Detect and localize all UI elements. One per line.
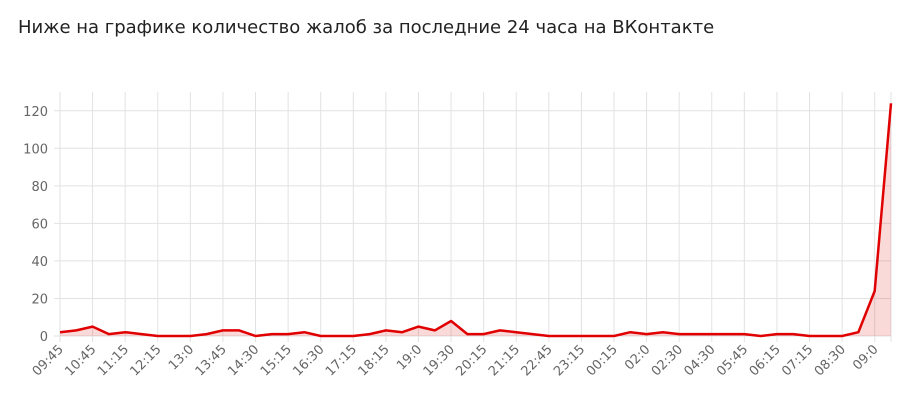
y-tick-label: 80 bbox=[31, 180, 48, 195]
y-tick-label: 20 bbox=[31, 292, 48, 307]
x-tick-label: 23:15 bbox=[551, 342, 588, 379]
x-tick-label: 00:15 bbox=[584, 342, 621, 379]
x-tick-label: 14:30 bbox=[225, 342, 262, 379]
x-tick-label: 19:30 bbox=[421, 342, 458, 379]
x-tick-label: 17:15 bbox=[323, 342, 360, 379]
chart-title: Ниже на графике количество жалоб за посл… bbox=[18, 17, 714, 38]
x-tick-label: 20:15 bbox=[453, 342, 490, 379]
y-tick-label: 60 bbox=[31, 217, 48, 232]
x-tick-label: 12:15 bbox=[127, 342, 164, 379]
x-tick-label: 05:45 bbox=[714, 342, 751, 379]
x-tick-label: 13:45 bbox=[193, 342, 230, 379]
x-tick-label: 11:15 bbox=[95, 342, 132, 379]
x-tick-label: 16:30 bbox=[290, 342, 327, 379]
x-tick-label: 10:45 bbox=[62, 342, 99, 379]
x-tick-label: 18:15 bbox=[356, 342, 393, 379]
x-tick-label: 04:30 bbox=[681, 342, 718, 379]
x-tick-label: 15:15 bbox=[258, 342, 295, 379]
area bbox=[60, 103, 891, 336]
x-tick-label: 09:0 bbox=[850, 342, 881, 373]
x-tick-label: 02:30 bbox=[649, 342, 686, 379]
x-tick-label: 22:45 bbox=[519, 342, 556, 379]
x-tick-label: 06:15 bbox=[747, 342, 784, 379]
x-tick-label: 07:15 bbox=[779, 342, 816, 379]
y-tick-label: 0 bbox=[40, 330, 48, 345]
y-tick-label: 120 bbox=[23, 105, 48, 120]
x-tick-label: 21:15 bbox=[486, 342, 523, 379]
line bbox=[59, 103, 893, 338]
y-tick-label: 100 bbox=[23, 142, 48, 157]
x-tick-label: 09:45 bbox=[30, 342, 67, 379]
y-tick-label: 40 bbox=[31, 255, 48, 270]
x-tick-label: 08:30 bbox=[812, 342, 849, 379]
